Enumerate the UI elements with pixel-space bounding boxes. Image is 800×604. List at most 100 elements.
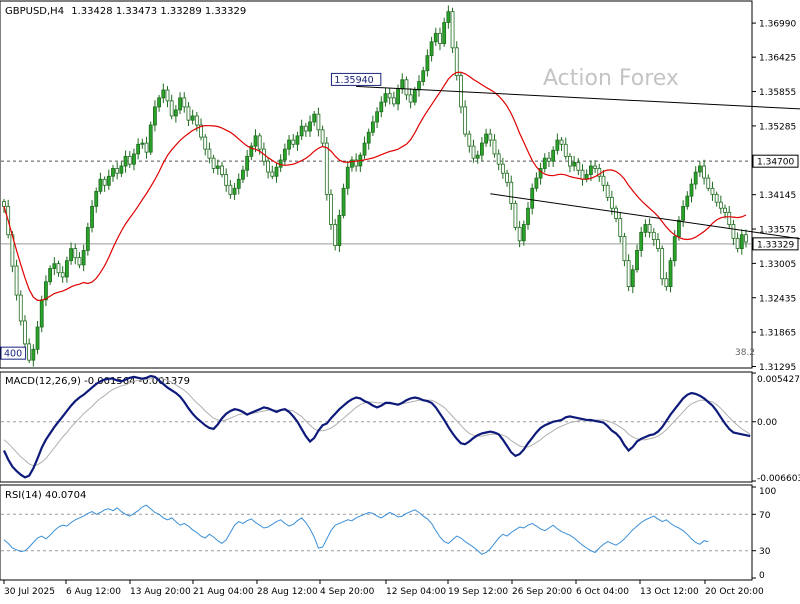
time-tick-label: 6 Oct 04:00 xyxy=(576,587,629,597)
candle-body xyxy=(681,206,686,221)
candle-body xyxy=(576,161,581,171)
ohlc-high: 1.33473 xyxy=(116,6,157,17)
rsi-tick-label: 0 xyxy=(759,571,765,581)
candle-body xyxy=(366,131,371,144)
candle-body xyxy=(685,195,690,207)
candle-body xyxy=(241,169,245,180)
candle-body xyxy=(144,142,149,153)
candle-body xyxy=(111,168,115,177)
macd-title: MACD(12,26,9) -0.001564 -0.001379 xyxy=(5,376,190,387)
rsi-line xyxy=(3,504,709,555)
price-tick-label: 1.32435 xyxy=(759,294,796,304)
candle-body xyxy=(718,201,723,209)
candle-body xyxy=(706,177,711,189)
candle-body xyxy=(278,159,283,168)
candle-body xyxy=(194,115,199,126)
time-tick-label: 26 Sep 20:00 xyxy=(512,587,572,597)
candle-body xyxy=(282,148,287,161)
candle-body xyxy=(433,32,438,43)
candle-body xyxy=(362,142,367,156)
candle-body xyxy=(555,139,560,151)
candle-body xyxy=(48,268,53,283)
candle-body xyxy=(739,234,744,250)
candle-body xyxy=(471,145,476,159)
candle-body xyxy=(605,184,610,198)
reference-level-label: 1.34700 xyxy=(757,158,794,168)
candle-body xyxy=(161,89,166,99)
candle-body xyxy=(18,294,23,322)
candle-body xyxy=(132,153,136,165)
price-tick-label: 1.31865 xyxy=(759,329,796,339)
candle-body xyxy=(429,41,434,57)
moving-average-line xyxy=(3,71,747,302)
candle-body xyxy=(651,231,656,240)
candle-body xyxy=(727,212,732,225)
candle-body xyxy=(601,175,606,186)
candle-body xyxy=(735,237,740,250)
candle-body xyxy=(257,135,262,150)
candle-body xyxy=(563,143,568,157)
candle-body xyxy=(224,174,229,186)
macd-line xyxy=(3,374,751,479)
macd-tick-label: 0.005427 xyxy=(757,375,800,385)
candle-body xyxy=(207,148,212,159)
candle-body xyxy=(186,106,191,121)
macd-signal-line xyxy=(3,377,751,467)
candle-body xyxy=(513,202,518,228)
candle-body xyxy=(236,178,241,189)
candle-body xyxy=(438,32,442,45)
volume-label: 38.2 xyxy=(735,348,755,358)
candle-body xyxy=(710,187,715,195)
time-axis: 30 Jul 2025 6 Aug 12:00 13 Aug 20:00 21 Aug… xyxy=(3,580,764,597)
candle-body xyxy=(303,125,308,132)
candle-body xyxy=(2,201,6,207)
candle-body xyxy=(635,250,639,271)
candle-body xyxy=(693,171,698,185)
price-tick-label: 1.31295 xyxy=(759,363,796,373)
candle-body xyxy=(404,79,409,96)
candle-body xyxy=(81,250,86,266)
rsi-tick-label: 100 xyxy=(759,487,776,497)
candle-body xyxy=(597,168,602,177)
candle-body xyxy=(484,133,488,144)
trendlines xyxy=(356,85,800,240)
price-tick-label: 1.34145 xyxy=(759,191,796,201)
candle-body xyxy=(744,234,748,243)
rsi-plot: 100 70 30 0 xyxy=(1,486,776,581)
candle-body xyxy=(614,207,618,219)
candle-body xyxy=(333,224,338,246)
candle-body xyxy=(312,113,317,123)
price-pane xyxy=(0,0,753,369)
candle-body xyxy=(228,184,233,195)
candle-body xyxy=(354,159,359,167)
price-annotation-box xyxy=(0,346,27,360)
symbol-label: GBPUSD,H4 xyxy=(5,6,64,17)
time-tick-label: 19 Sep 12:00 xyxy=(448,587,508,597)
candle-body xyxy=(35,326,40,350)
candle-body xyxy=(178,97,182,111)
ohlc-open: 1.33428 xyxy=(71,6,112,17)
candle-body xyxy=(383,93,388,103)
candle-body xyxy=(723,207,727,213)
candle-body xyxy=(341,187,346,216)
candle-body xyxy=(140,142,145,145)
candle-body xyxy=(479,142,484,156)
candle-body xyxy=(400,79,405,90)
candle-body xyxy=(270,171,275,177)
price-axis: 1.36990 1.36425 1.35855 1.35285 1.34145 1.335… xyxy=(752,20,796,373)
reference-level-box xyxy=(752,154,799,168)
candle-body xyxy=(115,168,120,174)
time-tick-label: 13 Oct 12:00 xyxy=(640,587,699,597)
candle-body xyxy=(618,218,623,237)
candle-body xyxy=(672,236,677,262)
candle-body xyxy=(337,215,342,246)
candle-body xyxy=(232,187,237,195)
candle-body xyxy=(90,206,94,228)
candle-body xyxy=(215,165,220,169)
candle-body xyxy=(190,115,195,121)
candle-body xyxy=(421,70,426,82)
time-tick-label: 13 Aug 20:00 xyxy=(130,587,191,597)
candle-body xyxy=(647,224,652,233)
candle-body xyxy=(446,11,451,23)
